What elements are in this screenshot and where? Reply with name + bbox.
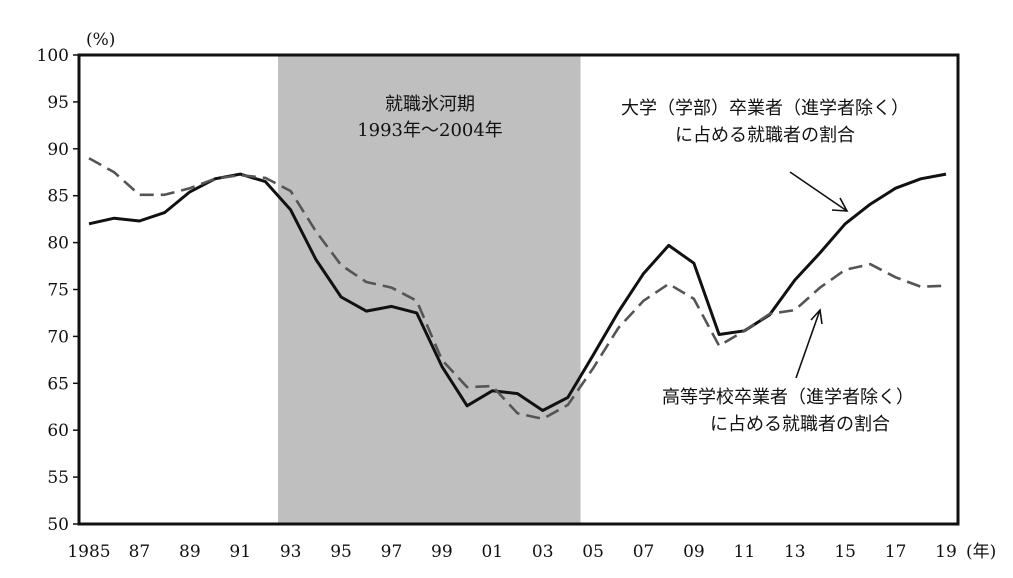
ice-age-shaded-period [278,55,581,524]
y-tick-label: 75 [47,281,69,301]
x-tick-label: 95 [330,542,352,562]
y-tick-label: 50 [47,515,69,535]
x-tick-label: 97 [381,542,403,562]
x-axis-tick-labels: 1985 87 89 91 93 95 97 99 01 03 05 07 09 11 13 15 17 19 [67,542,956,562]
y-axis-tick-labels: 100 95 90 85 80 75 70 65 60 55 50 [37,46,69,535]
x-tick-label: 05 [582,542,604,562]
shaded-period-label-line1: 就職氷河期 [385,94,475,115]
x-tick-label: 91 [229,542,251,562]
y-tick-label: 65 [47,374,69,394]
x-tick-label: 89 [179,542,201,562]
x-tick-label: 01 [481,542,503,562]
x-tick-label: 11 [734,542,756,562]
y-tick-label: 80 [47,234,69,254]
shaded-period-label-line2: 1993年～2004年 [357,120,503,141]
x-tick-label: 03 [532,542,554,562]
y-tick-label: 55 [47,468,69,488]
y-axis-unit-label: (%) [86,30,115,50]
x-tick-label: 17 [885,542,907,562]
x-tick-label: 09 [683,542,705,562]
university-series-label-line2: に占める就職者の割合 [675,125,855,146]
highschool-arrow [795,308,823,379]
y-tick-label: 100 [37,46,69,66]
highschool-series-label-line1: 高等学校卒業者（進学者除く） [662,387,914,408]
x-tick-label: 19 [935,542,957,562]
x-tick-label: 15 [834,542,856,562]
x-tick-label: 93 [280,542,302,562]
high-school-employment-rate-line [88,157,947,421]
y-tick-label: 70 [47,327,69,347]
y-tick-label: 90 [47,140,69,160]
university-series-label-line1: 大学（学部）卒業者（進学者除く） [621,98,909,119]
x-tick-label: 13 [784,542,806,562]
x-tick-label: 87 [129,542,151,562]
y-tick-label: 60 [47,421,69,441]
x-axis-unit-label: (年) [966,542,996,562]
plot-frame [77,53,960,526]
highschool-series-label-line2: に占める就職者の割合 [710,414,890,435]
university-arrow [789,171,849,212]
y-tick-label: 95 [47,93,69,113]
y-tick-label: 85 [47,187,69,207]
x-tick-label: 07 [633,542,655,562]
x-tick-label: 99 [431,542,453,562]
x-tick-label: 1985 [67,542,110,562]
